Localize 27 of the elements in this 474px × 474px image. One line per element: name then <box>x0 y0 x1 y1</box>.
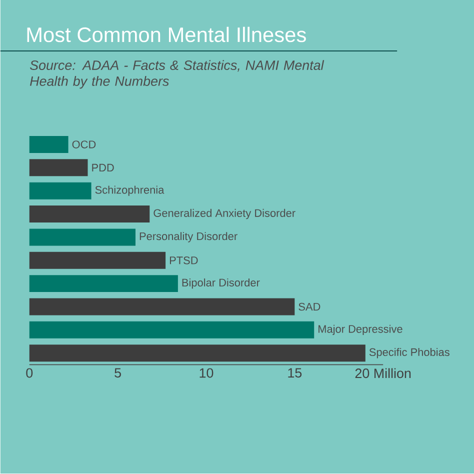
bar <box>29 252 166 270</box>
bar <box>29 344 366 362</box>
y-tick-label: OCD <box>72 140 96 149</box>
y-tick-label: PTSD <box>170 256 198 264</box>
source-note: Source: ADAA - Facts & Statistics, NAMI Mental Health by the Numbers <box>30 60 324 89</box>
bar <box>29 298 295 316</box>
x-tick-label: 0 <box>26 368 33 378</box>
x-tick-label: 15 <box>288 368 302 378</box>
y-tick-label: Major Depressive <box>318 325 402 336</box>
bar <box>29 228 136 246</box>
y-tick-label: SAD <box>298 303 320 311</box>
y-tick-label: Generalized Anxiety Disorder <box>154 209 296 220</box>
y-tick-label: Schizophrenia <box>95 186 164 196</box>
y-tick-label: Personality Disorder <box>140 232 238 242</box>
bar <box>29 182 92 200</box>
y-tick-label: Specific Phobias <box>369 348 450 358</box>
bar <box>29 275 178 292</box>
bar <box>29 322 314 339</box>
y-tick-label: PDD <box>92 164 114 172</box>
x-tick-label: 20 Million <box>355 368 411 378</box>
chart-title: Most Common Mental Illneses <box>27 27 306 42</box>
bar <box>29 206 150 223</box>
bar <box>29 136 68 154</box>
y-tick-label: Bipolar Disorder <box>182 278 260 289</box>
x-tick-label: 5 <box>114 368 121 378</box>
bar <box>29 159 88 176</box>
x-tick-label: 10 <box>200 368 214 378</box>
